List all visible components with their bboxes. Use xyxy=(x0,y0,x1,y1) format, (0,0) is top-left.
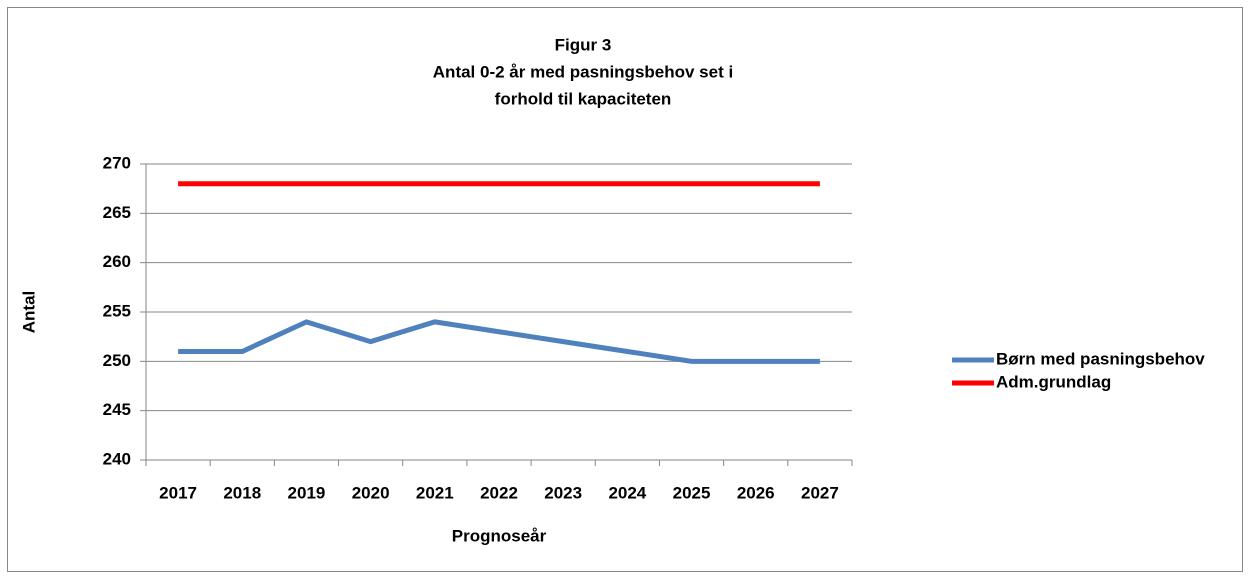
x-tick-label: 2021 xyxy=(416,483,454,502)
y-tick-label: 265 xyxy=(103,203,131,222)
chart-title: forhold til kapaciteten xyxy=(495,89,672,108)
x-tick-label: 2027 xyxy=(801,483,839,502)
x-tick-label: 2026 xyxy=(737,483,775,502)
y-tick-label: 270 xyxy=(103,153,131,172)
y-tick-label: 255 xyxy=(103,301,131,320)
x-tick-label: 2018 xyxy=(223,483,261,502)
y-tick-label: 240 xyxy=(103,449,131,468)
y-axis-label: Antal xyxy=(19,291,38,334)
x-tick-label: 2024 xyxy=(608,483,646,502)
y-tick-label: 250 xyxy=(103,351,131,370)
x-tick-label: 2022 xyxy=(480,483,518,502)
x-axis-label: Prognoseår xyxy=(452,526,547,545)
x-tick-label: 2019 xyxy=(288,483,326,502)
chart-title: Figur 3 xyxy=(555,35,612,54)
x-tick-label: 2020 xyxy=(352,483,390,502)
series-line xyxy=(178,319,820,364)
y-tick-label: 260 xyxy=(103,252,131,271)
chart-frame xyxy=(7,7,1243,572)
x-tick-label: 2025 xyxy=(673,483,711,502)
x-tick-label: 2023 xyxy=(544,483,582,502)
legend-label: Børn med pasningsbehov xyxy=(996,349,1205,368)
legend-label: Adm.grundlag xyxy=(996,372,1111,391)
x-tick-label: 2017 xyxy=(159,483,197,502)
chart-title: Antal 0-2 år med pasningsbehov set i xyxy=(433,62,733,81)
y-tick-label: 245 xyxy=(103,400,131,419)
